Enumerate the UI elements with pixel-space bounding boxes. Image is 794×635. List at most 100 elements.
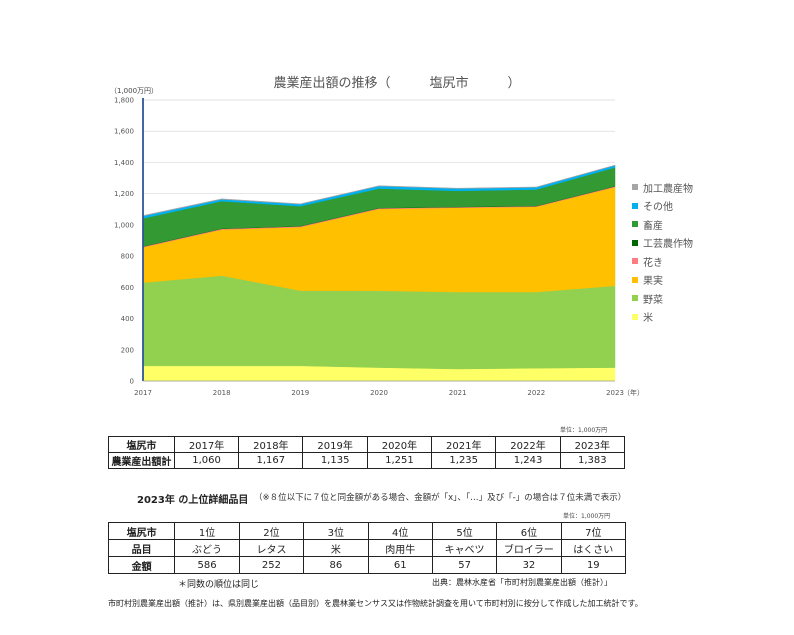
x-tick-label: 2019 — [291, 389, 309, 397]
legend-label: 加工農産物 — [643, 183, 693, 195]
x-tick-label: 2021 — [449, 389, 467, 397]
summary-unit-label: 単位：1,000万円 — [560, 427, 608, 434]
y-tick-label: 1,600 — [114, 128, 134, 136]
rank-cell: 3位 — [303, 522, 369, 540]
legend-swatch — [632, 295, 638, 302]
x-tick-label: 2023 — [606, 389, 624, 397]
legend-swatch — [632, 313, 638, 320]
summary-year-cell: 2022年 — [495, 436, 561, 453]
y-tick-label: 400 — [121, 315, 134, 323]
summary-row-label: 農業産出額計 — [108, 452, 175, 469]
legend-swatch — [632, 276, 638, 283]
top-items-note: （※８位以下に７位と同金額がある場合、金額が「x」、「…」及び「-」の場合は７位… — [254, 493, 627, 503]
summary-value-cell: 1,383 — [559, 452, 626, 469]
legend-label: 花き — [643, 257, 663, 269]
x-tick-label: 2020 — [370, 389, 388, 397]
summary-year-cell: 2023年 — [559, 436, 626, 453]
y-tick-label: 200 — [121, 346, 134, 354]
area-series-加工農産物 — [142, 164, 616, 217]
chart-title: 農業産出額の推移（ 塩尻市 ） — [273, 76, 521, 91]
legend-swatch — [632, 239, 638, 246]
amount-cell: 252 — [238, 556, 305, 574]
legend-label: その他 — [643, 202, 673, 214]
item-cell: はくさい — [560, 539, 627, 557]
y-tick-label: 800 — [121, 253, 134, 261]
item-cell: 肉用牛 — [367, 539, 433, 557]
top-city-header: 塩尻市 — [107, 522, 176, 540]
x-axis-unit-label: （年） — [623, 388, 644, 397]
legend-label: 畜産 — [643, 220, 663, 232]
summary-value-cell: 1,167 — [238, 452, 304, 469]
legend-swatch — [632, 258, 638, 265]
legend-item: 加工農産物 — [632, 178, 693, 197]
source-note: 出典：農林水産省「市町村別農業産出額（推計）」 — [432, 578, 612, 587]
rank-cell: 7位 — [560, 522, 627, 540]
legend-label: 工芸農作物 — [643, 239, 693, 251]
legend-item: 花き — [632, 252, 693, 271]
summary-value-cell: 1,251 — [366, 452, 433, 469]
rank-cell: 2位 — [238, 522, 305, 540]
y-tick-label: 0 — [130, 378, 134, 386]
summary-value-cell: 1,243 — [495, 452, 561, 469]
x-tick-label: 2018 — [213, 389, 231, 397]
summary-value-cell: 1,135 — [302, 452, 368, 469]
amount-row-label: 金額 — [107, 556, 176, 574]
summary-header-row: 塩尻市 2017年 2018年 2019年 2020年 2021年 2022年 … — [108, 436, 626, 453]
y-tick-label: 1,200 — [114, 190, 134, 198]
y-axis-unit-label: （1,000万円） — [110, 87, 159, 95]
summary-value-row: 農業産出額計 1,060 1,167 1,135 1,251 1,235 1,2… — [108, 452, 626, 469]
legend-item: 米 — [632, 308, 693, 327]
legend-label: 野菜 — [643, 294, 663, 306]
item-cell: ぶどう — [174, 539, 240, 557]
summary-year-cell: 2021年 — [431, 436, 497, 453]
summary-table: 塩尻市 2017年 2018年 2019年 2020年 2021年 2022年 … — [108, 436, 626, 469]
legend-swatch — [632, 202, 638, 209]
amount-cell: 57 — [431, 556, 498, 574]
summary-year-cell: 2018年 — [238, 436, 304, 453]
stacked-area-chart: 0 200 400 600 800 1,000 1,200 1,400 1,600 1,800 20… — [114, 97, 644, 398]
item-cell: 米 — [303, 539, 369, 557]
top-items-unit-label: 単位：1,000万円 — [563, 513, 611, 520]
chart-legend: 加工農産物その他畜産工芸農作物花き果実野菜米 — [632, 178, 693, 326]
legend-item: 畜産 — [632, 215, 693, 234]
item-cell: キャベツ — [431, 539, 498, 557]
x-tick-label: 2017 — [134, 389, 152, 397]
y-tick-label: 1,400 — [114, 159, 134, 167]
x-tick-label: 2022 — [527, 389, 545, 397]
legend-item: 果実 — [632, 271, 693, 290]
area-series — [142, 164, 616, 382]
legend-label: 米 — [643, 313, 653, 325]
amount-cell: 32 — [496, 556, 562, 574]
summary-year-cell: 2020年 — [366, 436, 433, 453]
y-tick-label: 1,800 — [114, 97, 134, 105]
summary-year-cell: 2017年 — [173, 436, 240, 453]
y-tick-label: 1,000 — [114, 221, 134, 229]
legend-label: 果実 — [643, 276, 663, 288]
top-items-table: 塩尻市 1位 2位 3位 4位 5位 6位 7位 品目 ぶどう レタス 米 肉用… — [107, 522, 627, 574]
rank-row: 塩尻市 1位 2位 3位 4位 5位 6位 7位 — [107, 522, 627, 540]
legend-item: 野菜 — [632, 289, 693, 308]
summary-value-cell: 1,235 — [431, 452, 497, 469]
footnote: 市町村別農業産出額（推計）は、県別農業産出額（品目別）を農林業センサス又は作物統… — [108, 599, 643, 608]
summary-value-cell: 1,060 — [173, 452, 240, 469]
amount-cell: 86 — [303, 556, 369, 574]
amount-cell: 586 — [174, 556, 240, 574]
summary-city-header: 塩尻市 — [108, 436, 175, 453]
rank-cell: 1位 — [174, 522, 240, 540]
legend-item: その他 — [632, 197, 693, 216]
legend-item: 工芸農作物 — [632, 234, 693, 253]
legend-swatch — [632, 184, 638, 191]
amount-cell: 19 — [560, 556, 627, 574]
legend-swatch — [632, 221, 638, 228]
amount-cell: 61 — [367, 556, 433, 574]
item-row-label: 品目 — [107, 539, 176, 557]
same-rank-note: ＊同数の順位は同じ — [178, 580, 260, 590]
rank-cell: 4位 — [367, 522, 433, 540]
summary-year-cell: 2019年 — [302, 436, 368, 453]
y-tick-label: 600 — [121, 284, 134, 292]
axes: 0 200 400 600 800 1,000 1,200 1,400 1,600 1,800 20… — [114, 97, 644, 398]
item-cell: レタス — [238, 539, 305, 557]
rank-cell: 5位 — [431, 522, 498, 540]
rank-cell: 6位 — [496, 522, 562, 540]
item-cell: ブロイラー — [496, 539, 562, 557]
